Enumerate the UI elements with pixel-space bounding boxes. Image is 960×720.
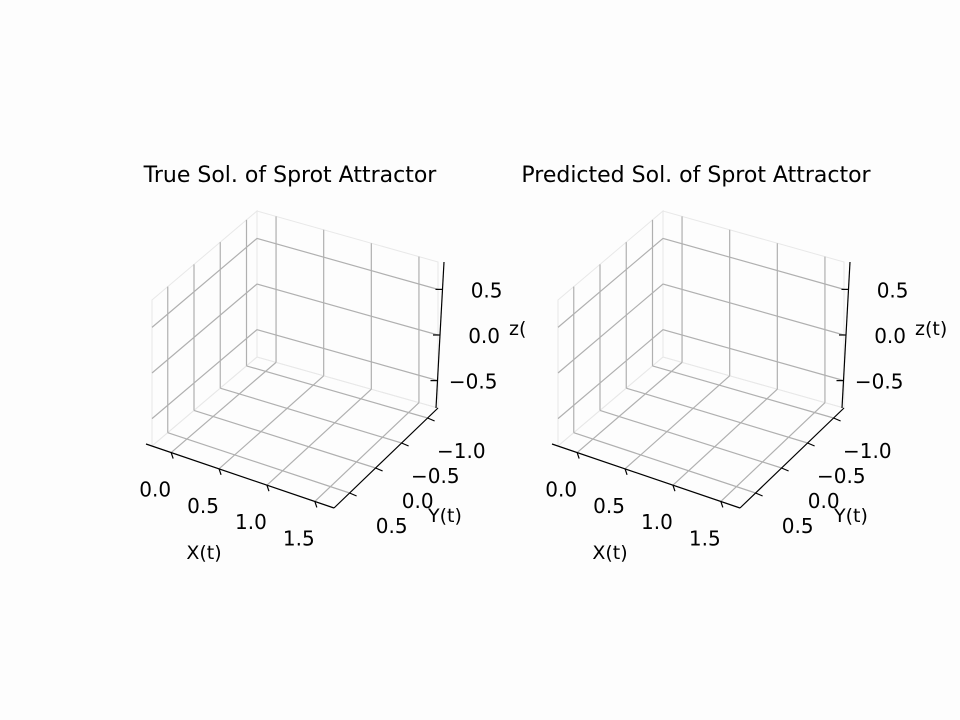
y-tick bbox=[375, 467, 383, 472]
y-tick bbox=[807, 442, 815, 447]
z-tick-label: 0.5 bbox=[471, 278, 503, 302]
x-gridline-floor bbox=[170, 361, 277, 453]
z-tick-label: 0.0 bbox=[468, 324, 500, 348]
x-tick bbox=[672, 484, 676, 492]
x-tick bbox=[720, 501, 724, 508]
back-pane bbox=[662, 210, 845, 409]
y-gridline-floor bbox=[246, 365, 428, 419]
y-axis-label: Y(t) bbox=[427, 505, 462, 527]
y-tick bbox=[427, 417, 435, 422]
x-axis-label: X(t) bbox=[186, 542, 221, 564]
y-tick-label: −1.0 bbox=[437, 439, 486, 463]
x-tick-label: 0.5 bbox=[593, 494, 625, 518]
y-axis-line bbox=[333, 407, 439, 509]
x-gridline-floor bbox=[314, 402, 420, 502]
x-axis-line bbox=[551, 443, 741, 509]
z-tick-label: −0.5 bbox=[855, 370, 904, 394]
back-pane bbox=[256, 210, 439, 409]
y-gridline-floor bbox=[167, 432, 350, 494]
z-gridline bbox=[151, 283, 439, 374]
x-tick bbox=[218, 468, 222, 476]
z-gridline bbox=[557, 328, 845, 420]
y-tick-label: 0.5 bbox=[782, 514, 814, 538]
z-gridline bbox=[151, 237, 439, 328]
y-tick-label: −0.5 bbox=[817, 464, 866, 488]
y-axis-line bbox=[739, 407, 845, 509]
x-gridline-floor bbox=[218, 375, 325, 470]
y-tick-label: 0.5 bbox=[376, 514, 408, 538]
x-gridline-floor bbox=[672, 388, 778, 486]
x-tick-label: 0.0 bbox=[545, 478, 577, 502]
x-tick bbox=[576, 452, 580, 459]
x-tick-label: 1.0 bbox=[641, 510, 673, 534]
y-gridline-floor bbox=[193, 409, 376, 469]
x-tick bbox=[170, 452, 174, 459]
y-gridline-floor bbox=[573, 432, 756, 494]
z-tick-label: −0.5 bbox=[449, 370, 498, 394]
x-tick bbox=[624, 468, 628, 476]
y-tick-label: −0.5 bbox=[411, 464, 460, 488]
z-tick-label: 0.0 bbox=[874, 324, 906, 348]
y-gridline-floor bbox=[599, 409, 782, 469]
x-tick-label: 1.5 bbox=[283, 526, 315, 550]
y-gridline-floor bbox=[220, 387, 402, 444]
x-tick bbox=[266, 484, 270, 492]
y-tick bbox=[755, 492, 763, 497]
y-gridline-floor bbox=[652, 365, 834, 419]
z-axis-label: z(t) bbox=[915, 318, 947, 340]
y-tick-label: 0.0 bbox=[402, 489, 434, 513]
y-tick bbox=[349, 492, 357, 497]
x-tick-label: 1.0 bbox=[235, 510, 267, 534]
y-gridline-floor bbox=[626, 387, 808, 444]
y-axis-label: Y(t) bbox=[833, 505, 868, 527]
x-gridline-floor bbox=[266, 388, 372, 486]
x-tick bbox=[314, 501, 318, 508]
z-tick-label: 0.5 bbox=[877, 278, 909, 302]
y-tick-label: −1.0 bbox=[843, 439, 892, 463]
x-axis-line bbox=[145, 443, 335, 509]
x-axis-label: X(t) bbox=[592, 542, 627, 564]
plot-true-solution: 0.00.51.01.5X(t)−1.0−0.50.00.5 Y(t)−0.50.… bbox=[139, 163, 526, 564]
x-tick-label: 1.5 bbox=[689, 526, 721, 550]
x-gridline-floor bbox=[576, 361, 683, 453]
y-tick bbox=[401, 442, 409, 447]
z-gridline bbox=[557, 283, 845, 374]
x-tick-label: 0.5 bbox=[187, 494, 219, 518]
z-gridline bbox=[151, 328, 439, 420]
y-tick bbox=[781, 467, 789, 472]
z-axis-label: z( bbox=[509, 318, 526, 340]
y-tick-label: 0.0 bbox=[808, 489, 840, 513]
x-tick-label: 0.0 bbox=[139, 478, 171, 502]
y-tick bbox=[833, 417, 841, 422]
x-gridline-floor bbox=[720, 402, 826, 502]
z-gridline bbox=[557, 237, 845, 328]
chart-title: True Sol. of Sprot Attractor bbox=[143, 163, 438, 188]
x-gridline-floor bbox=[624, 375, 731, 470]
plot-predicted-solution: 0.00.51.01.5X(t)−1.0−0.50.00.5 Y(t)−0.50.… bbox=[521, 163, 947, 564]
chart-title: Predicted Sol. of Sprot Attractor bbox=[521, 163, 871, 188]
